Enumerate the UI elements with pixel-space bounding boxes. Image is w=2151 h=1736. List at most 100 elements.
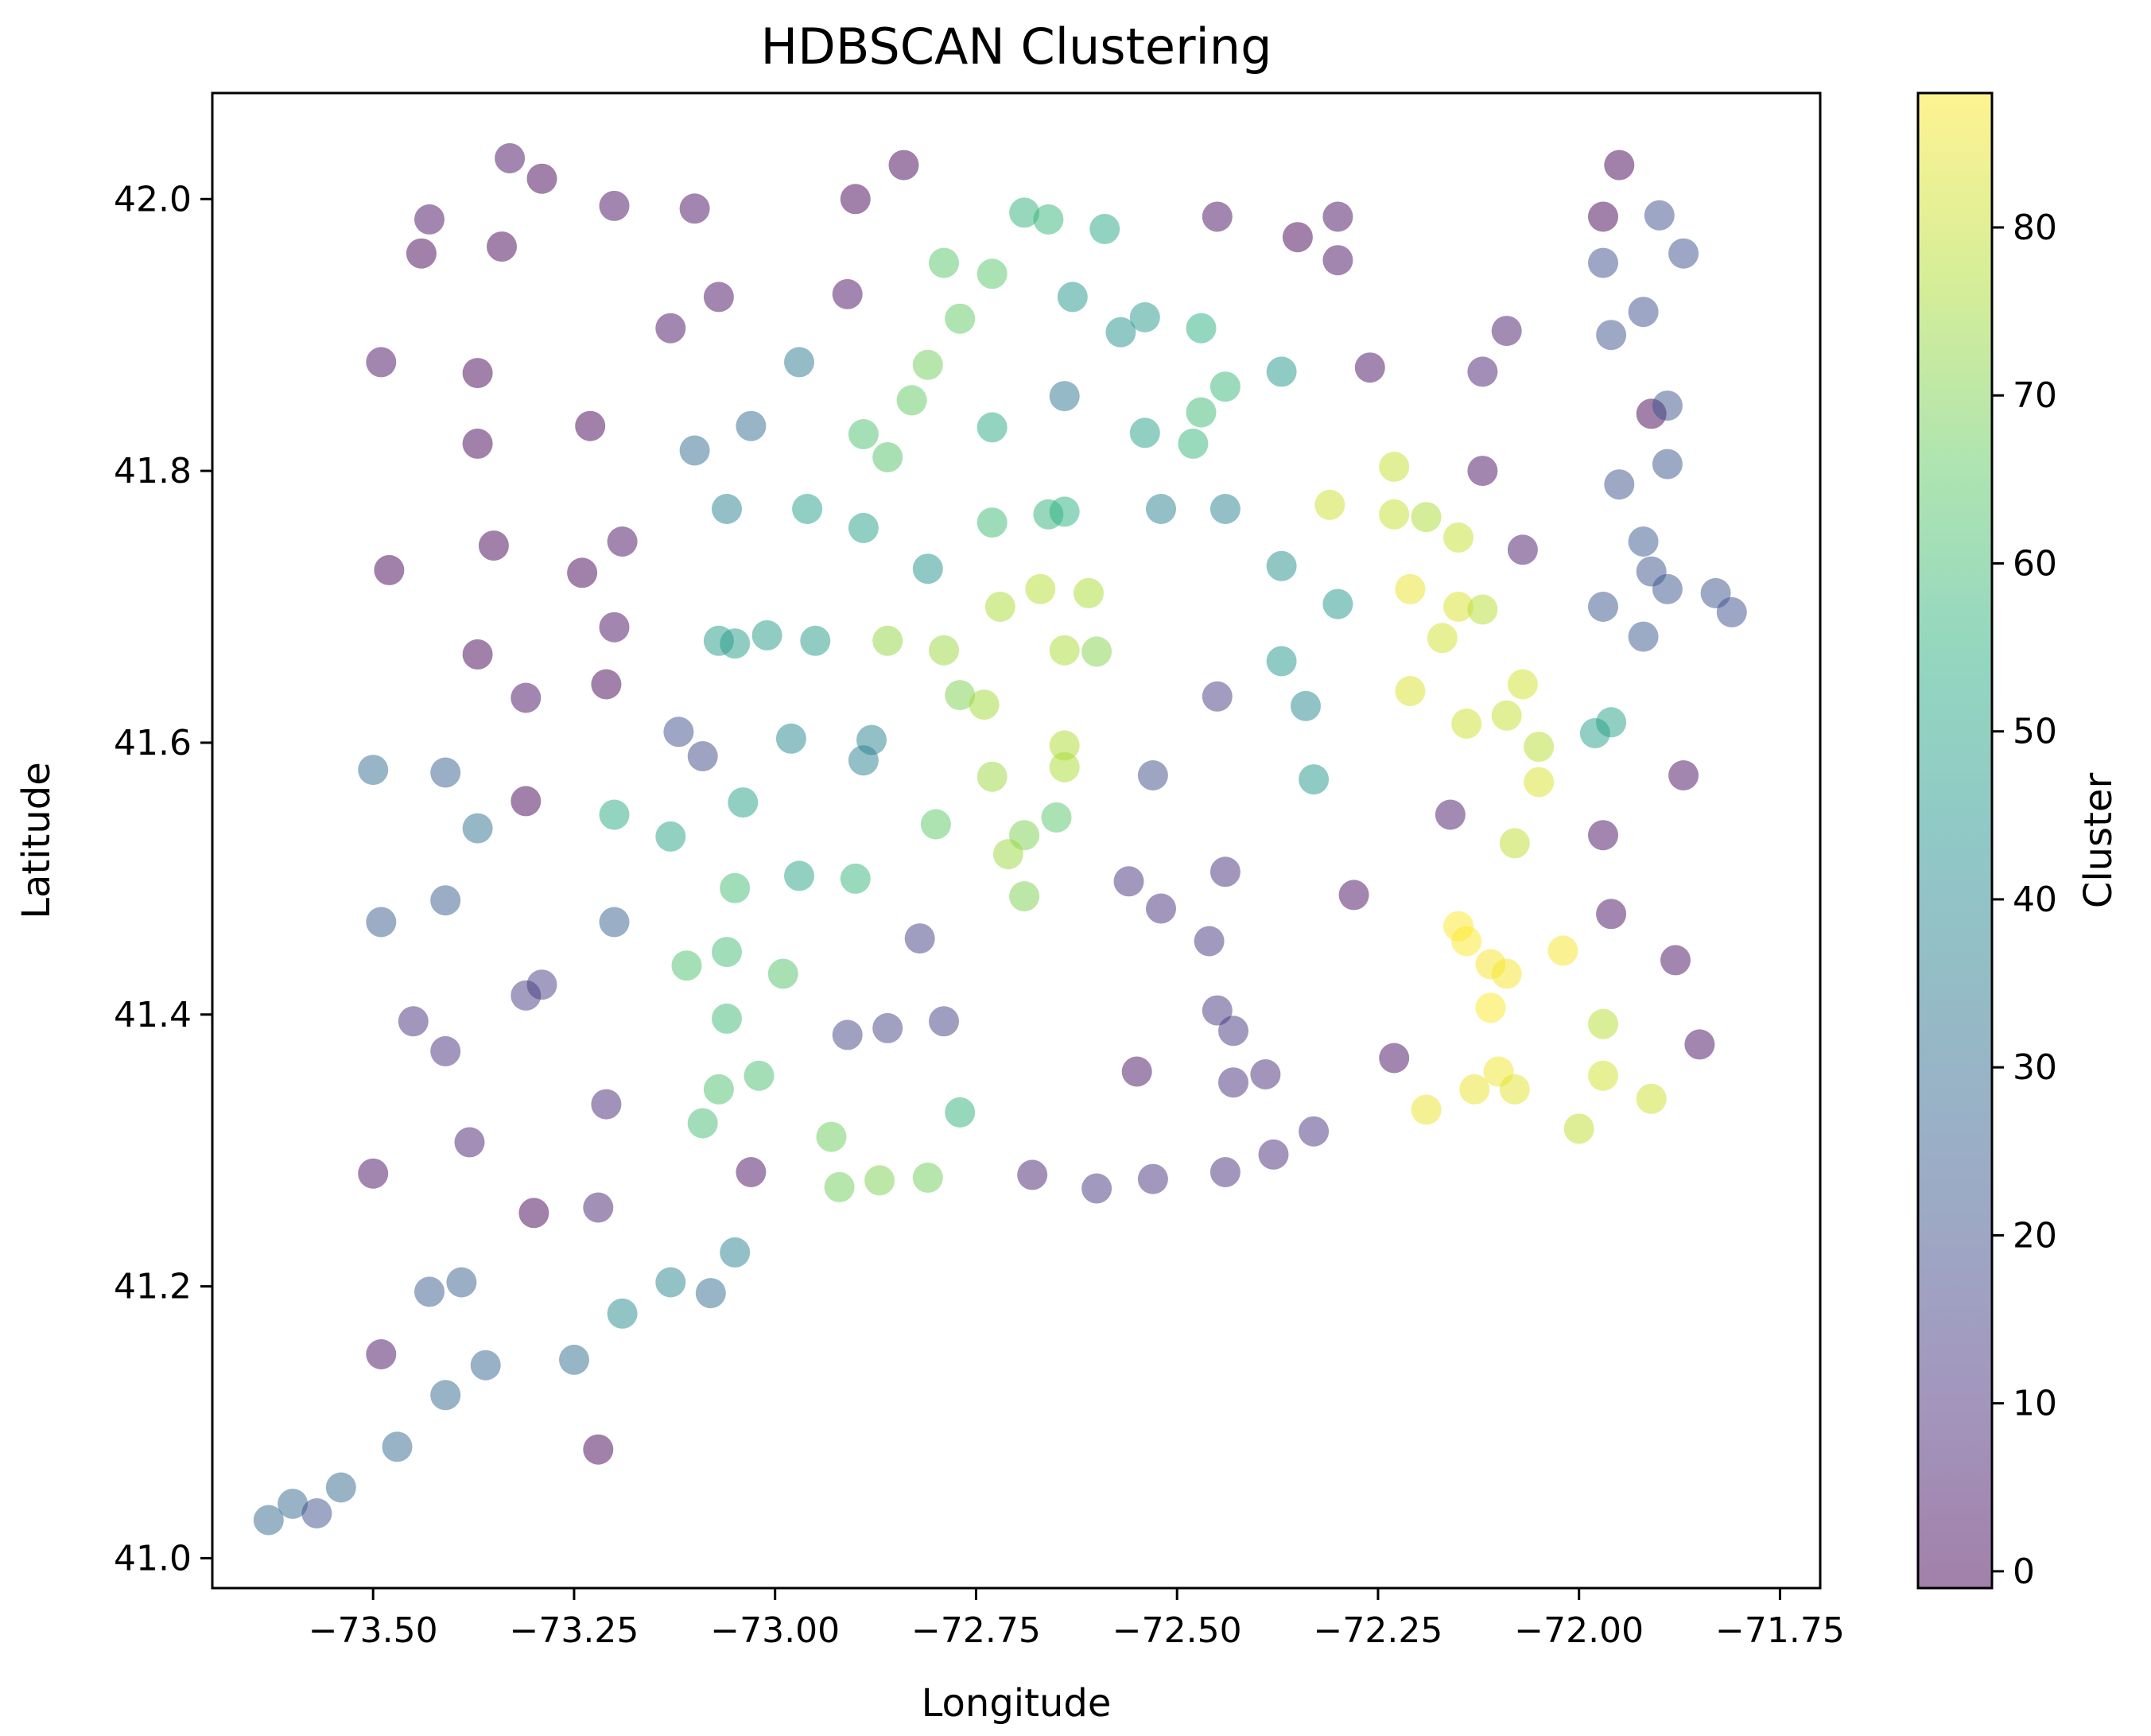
data-point: [784, 347, 814, 378]
data-point: [816, 1121, 847, 1152]
colorbar-gradient: [1918, 93, 1992, 1588]
data-point: [976, 258, 1008, 289]
data-point: [872, 442, 903, 472]
data-point: [703, 1074, 734, 1105]
data-point: [712, 937, 742, 968]
data-point: [1411, 502, 1442, 533]
x-axis-label: Longitude: [922, 1681, 1112, 1726]
data-point: [1628, 297, 1659, 328]
data-point: [1379, 499, 1410, 530]
data-point: [325, 1472, 356, 1503]
data-point: [1395, 676, 1426, 706]
data-point: [720, 1237, 751, 1268]
x-tick-label: −72.50: [1112, 1610, 1242, 1651]
data-point: [679, 435, 710, 466]
data-point: [1652, 390, 1683, 421]
data-point: [1017, 1159, 1048, 1190]
data-point: [1588, 247, 1618, 278]
data-point: [406, 238, 437, 269]
data-point: [1041, 802, 1072, 833]
data-point: [1596, 899, 1627, 930]
data-point: [888, 150, 919, 181]
colorbar-tick-label: 20: [2013, 1215, 2057, 1256]
data-point: [655, 313, 686, 344]
data-point: [1209, 371, 1241, 402]
data-point: [1652, 449, 1683, 480]
data-point: [526, 163, 557, 194]
data-point: [1563, 1113, 1594, 1144]
data-point: [929, 635, 959, 666]
points-layer: [253, 143, 1747, 1536]
data-point: [430, 1035, 461, 1066]
data-point: [655, 821, 686, 852]
data-point: [1314, 489, 1345, 520]
data-point: [1684, 1029, 1715, 1060]
data-point: [1178, 428, 1209, 459]
data-point: [1379, 1043, 1410, 1074]
data-point: [976, 507, 1008, 538]
colorbar-label: Cluster: [2076, 773, 2121, 909]
data-point: [848, 745, 879, 776]
data-point: [1218, 1067, 1248, 1098]
data-point: [518, 1198, 549, 1229]
data-point: [1499, 1074, 1530, 1105]
data-point: [1049, 730, 1080, 761]
data-point: [1202, 201, 1233, 232]
data-point: [1411, 1094, 1442, 1125]
data-point: [462, 813, 493, 844]
data-point: [976, 761, 1008, 792]
data-point: [1258, 1139, 1289, 1170]
data-point: [832, 1019, 863, 1051]
data-point: [736, 1157, 767, 1187]
colorbar-tick-label: 80: [2013, 208, 2057, 248]
data-point: [1652, 573, 1683, 604]
data-point: [1338, 880, 1369, 911]
data-point: [1291, 690, 1321, 721]
data-point: [1049, 635, 1080, 666]
data-point: [1467, 456, 1498, 487]
data-point: [840, 184, 871, 215]
data-point: [800, 625, 831, 656]
data-point: [366, 907, 397, 938]
data-point: [446, 1267, 477, 1298]
data-point: [591, 1089, 622, 1120]
data-point: [462, 358, 493, 389]
y-axis-label: Latitude: [14, 762, 59, 919]
data-point: [599, 612, 630, 643]
data-point: [1588, 1060, 1618, 1091]
data-point: [1129, 302, 1160, 332]
colorbar-tick-label: 50: [2013, 712, 2057, 752]
data-point: [1459, 1074, 1490, 1105]
x-tick-label: −73.00: [710, 1610, 840, 1651]
data-point: [671, 950, 702, 981]
data-point: [1049, 381, 1080, 412]
data-point: [687, 741, 718, 771]
data-point: [929, 1006, 959, 1037]
data-point: [663, 717, 694, 748]
data-point: [583, 1192, 614, 1223]
data-point: [767, 958, 798, 989]
data-point: [1025, 573, 1056, 604]
data-point: [382, 1431, 413, 1462]
data-point: [1596, 707, 1627, 738]
plot-frame: [211, 91, 1822, 1590]
data-point: [414, 204, 445, 235]
data-point: [904, 923, 935, 954]
data-point: [720, 628, 751, 659]
data-point: [1588, 820, 1618, 851]
data-point: [992, 839, 1023, 870]
data-point: [454, 1127, 485, 1158]
data-point: [1089, 213, 1120, 244]
data-point: [1451, 709, 1482, 739]
data-point: [358, 755, 389, 786]
data-point: [1202, 995, 1233, 1026]
y-tick-label: 42.0: [114, 179, 192, 219]
data-point: [1033, 204, 1064, 235]
data-point: [1194, 926, 1225, 957]
data-point: [462, 639, 493, 670]
y-tick-label: 41.0: [114, 1538, 192, 1579]
data-point: [945, 1097, 976, 1128]
data-point: [1009, 881, 1040, 912]
data-point: [1322, 201, 1353, 232]
data-point: [1009, 197, 1040, 228]
